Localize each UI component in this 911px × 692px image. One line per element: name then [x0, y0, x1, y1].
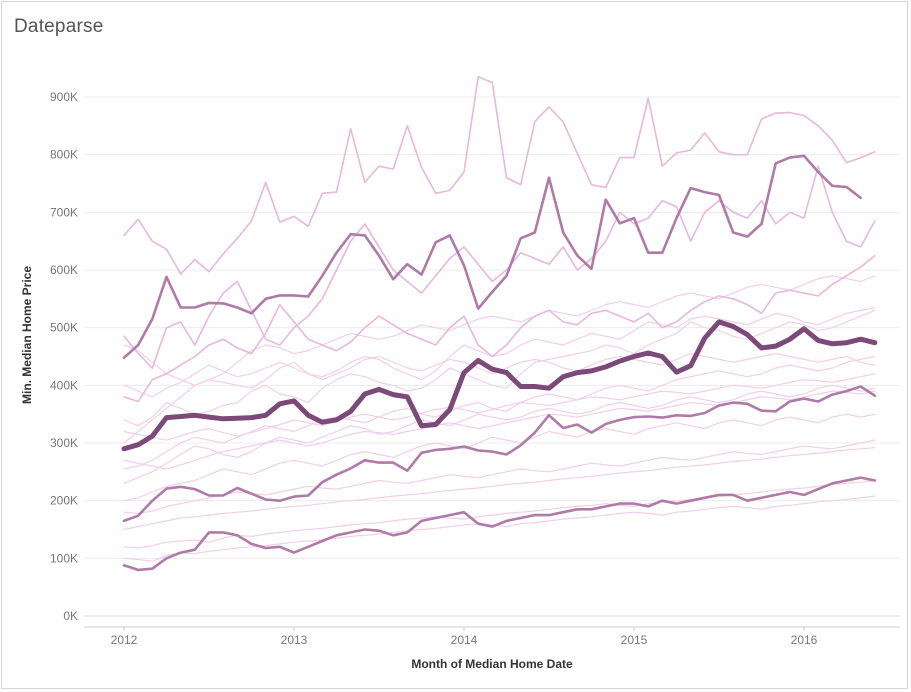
y-tick-label: 300K: [50, 436, 78, 450]
x-axis-label: Month of Median Home Date: [411, 657, 573, 671]
series-line-0[interactable]: [121, 319, 878, 452]
series-line-1[interactable]: [122, 154, 863, 360]
x-tick-label: 2012: [111, 633, 138, 647]
series-line-6[interactable]: [123, 254, 876, 403]
y-tick-label: 600K: [50, 263, 78, 277]
series-line-17[interactable]: [123, 390, 876, 470]
y-tick-label: 200K: [50, 494, 78, 508]
x-tick-label: 2014: [451, 633, 478, 647]
series-line-16[interactable]: [123, 495, 876, 562]
series-line-10[interactable]: [123, 353, 876, 398]
series-lines: [121, 76, 878, 572]
x-tick-label: 2013: [281, 633, 308, 647]
x-tick-label: 2016: [791, 633, 818, 647]
series-line-11[interactable]: [123, 384, 876, 484]
y-tick-label: 100K: [50, 551, 78, 565]
series-line-13[interactable]: [123, 439, 876, 515]
series-line-4[interactable]: [123, 76, 876, 275]
x-axis-ticks: 2012 2013 2014 2015 2016: [84, 626, 900, 647]
series-line-14[interactable]: [123, 447, 876, 531]
y-axis-label: Min. Median Home Price: [20, 266, 34, 404]
series-line-2[interactable]: [122, 385, 877, 523]
series-line-9[interactable]: [123, 355, 876, 470]
y-tick-label: 800K: [50, 148, 78, 162]
series-line-3[interactable]: [122, 476, 877, 572]
chart-title: Dateparse: [14, 16, 104, 37]
y-tick-label: 0K: [63, 609, 78, 623]
y-tick-label: 500K: [50, 321, 78, 335]
series-line-18[interactable]: [123, 373, 876, 441]
series-line-8[interactable]: [123, 306, 876, 444]
y-tick-label: 900K: [50, 90, 78, 104]
y-tick-label: 400K: [50, 378, 78, 392]
series-line-15[interactable]: [123, 479, 876, 549]
y-axis-ticks: 0K 100K 200K 300K 400K 500K 600K 700K 800K 900K: [50, 90, 78, 623]
series-line-5[interactable]: [123, 165, 876, 369]
x-tick-label: 2015: [621, 633, 648, 647]
y-tick-label: 700K: [50, 205, 78, 219]
series-line-12[interactable]: [123, 413, 876, 502]
